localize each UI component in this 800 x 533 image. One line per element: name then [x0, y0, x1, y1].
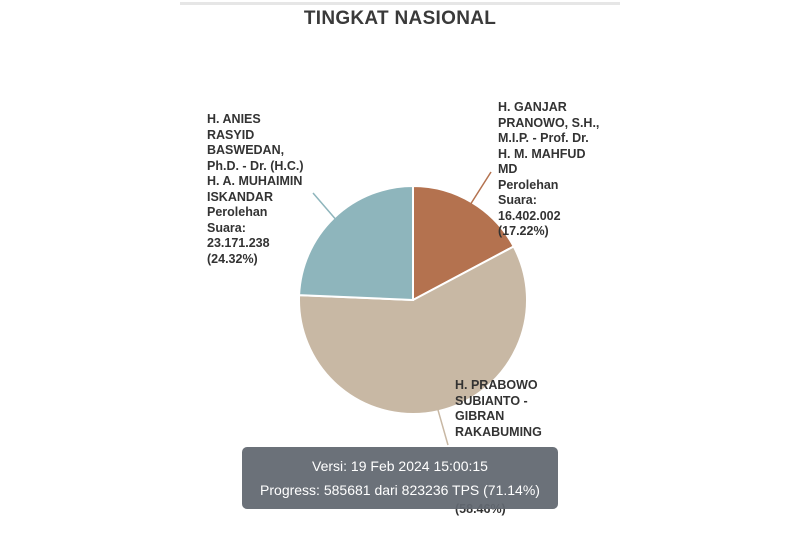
top-divider	[180, 2, 620, 5]
slice-label-line: Ph.D. - Dr. (H.C.)	[207, 158, 304, 173]
leader-line-ganjar	[470, 171, 492, 205]
slice-label-line: H. PRABOWO	[455, 378, 538, 392]
slice-label-line: MD	[498, 162, 518, 176]
slice-label-line: RAKABUMING	[455, 424, 542, 439]
slice-label-line: PRANOWO, S.H.,	[498, 115, 600, 130]
slice-label-line: ISKANDAR	[207, 189, 273, 204]
slice-label-line: 16.402.002	[498, 208, 561, 223]
pie-slice-anies[interactable]	[298, 184, 414, 302]
slice-label-line: Suara:	[207, 220, 246, 235]
leader-line-anies	[312, 192, 337, 220]
progress-text: Progress: 585681 dari 823236 TPS (71.14%…	[260, 482, 540, 498]
slice-label-line: H. M. MAHFUD	[498, 146, 586, 161]
slice-label-line: H. GANJAR	[498, 100, 567, 114]
slice-label-line: Perolehan	[207, 205, 268, 219]
slice-label-anies: H. ANIES RASYID BASWEDAN, Ph.D. - Dr. (H.C.…	[207, 112, 304, 267]
slice-label-line: GIBRAN	[455, 409, 505, 423]
slice-label-line: (24.32%)	[207, 251, 258, 266]
slice-label-line: (17.22%)	[498, 224, 549, 238]
slice-label-line: SUBIANTO -	[455, 393, 528, 408]
slice-label-line: H. A. MUHAIMIN	[207, 174, 303, 188]
slice-label-line: Suara:	[498, 193, 537, 207]
slice-label-line: Perolehan	[498, 177, 559, 192]
slice-label-line: 23.171.238	[207, 236, 270, 250]
slice-label-line: BASWEDAN,	[207, 143, 285, 157]
slice-label-line: M.I.P. - Prof. Dr.	[498, 131, 589, 145]
version-text: Versi: 19 Feb 2024 15:00:15	[312, 458, 488, 474]
chart-title: TINGKAT NASIONAL	[303, 8, 497, 29]
slice-label-prabowo: H. PRABOWO SUBIANTO - GIBRAN RAKABUMING (58…	[455, 378, 542, 518]
slice-label-line: H. ANIES	[207, 112, 261, 126]
version-toast: Versi: 19 Feb 2024 15:00:15 Progress: 58…	[242, 447, 558, 509]
leader-line-prabowo	[437, 409, 449, 446]
slice-label-line: RASYID	[207, 127, 255, 142]
slice-label-ganjar: H. GANJAR PRANOWO, S.H., M.I.P. - Prof. Dr…	[498, 100, 599, 240]
